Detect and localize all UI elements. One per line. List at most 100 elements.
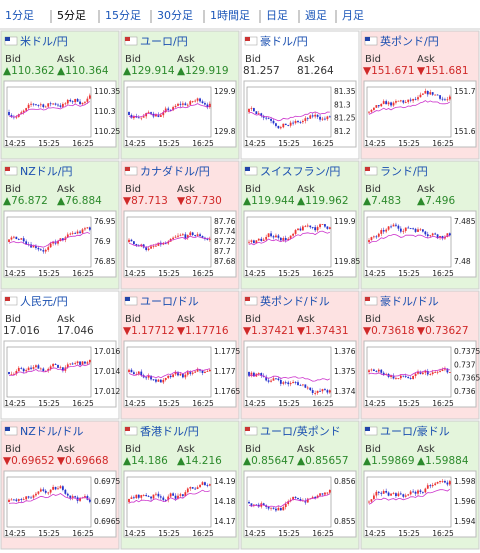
candle-body	[30, 103, 32, 105]
candle-body	[54, 103, 57, 105]
candle-body	[69, 363, 72, 365]
flag-mark	[245, 37, 250, 41]
price-tick: 1.1775	[214, 347, 240, 356]
bid-value: ▲7.483	[363, 195, 401, 207]
bid-value: ▼0.69652	[3, 455, 55, 467]
ask-value: ▲1.59884	[417, 455, 469, 467]
timeframe-tab[interactable]: 1分足	[5, 9, 34, 22]
time-tick: 14:25	[244, 269, 266, 278]
candle-body	[426, 485, 429, 489]
candle-body	[328, 390, 331, 393]
candle-body	[184, 374, 187, 378]
timeframe-tab[interactable]: 30分足	[157, 9, 193, 22]
price-tick: 81.3	[334, 100, 351, 109]
ask-value: ▲7.496	[417, 195, 455, 207]
ask-label: Ask	[417, 54, 435, 65]
candle-body	[324, 492, 326, 495]
price-tick: 1.1765	[214, 387, 240, 396]
candle-body	[81, 229, 84, 233]
ask-value: ▼0.69668	[57, 455, 109, 467]
time-tick: 15:25	[158, 269, 180, 278]
candle-body	[179, 374, 182, 376]
pair-name[interactable]: 豪ドル/円	[260, 34, 308, 48]
price-tick: 129.8	[214, 127, 236, 136]
candle-body	[169, 493, 172, 497]
candle-body	[321, 389, 324, 392]
pair-name[interactable]: 香港ドル/円	[140, 425, 199, 438]
plot-area	[6, 476, 92, 528]
candle-body	[299, 122, 302, 123]
timeframe-tab[interactable]: 月足	[342, 9, 364, 22]
pair-name[interactable]: ユーロ/豪ドル	[380, 424, 450, 438]
candle-body	[71, 232, 74, 234]
candle-body	[250, 108, 253, 109]
candle-body	[20, 238, 23, 240]
timeframe-tab[interactable]: 15分足	[105, 9, 141, 22]
candle-body	[282, 507, 285, 511]
pair-name[interactable]: ユーロ/円	[140, 35, 188, 48]
pair-name[interactable]: ユーロ/英ポンド	[260, 424, 341, 438]
moving-average	[368, 367, 450, 377]
candle-body	[368, 501, 370, 503]
candle-body	[13, 373, 15, 375]
ask-label: Ask	[57, 54, 75, 65]
candle-body	[284, 238, 287, 241]
pair-name[interactable]: カナダドル/円	[140, 164, 210, 178]
time-tick: 14:25	[4, 399, 26, 408]
timeframe-tab[interactable]: 週足	[305, 9, 327, 22]
flag-mark	[365, 167, 370, 171]
candle-body	[439, 481, 441, 483]
chart-box	[3, 470, 117, 538]
candle-body	[204, 371, 206, 373]
candle-body	[314, 393, 317, 394]
pair-name[interactable]: 人民元/円	[20, 295, 68, 308]
price-tick: 0.697	[94, 497, 116, 506]
time-tick: 14:25	[124, 399, 146, 408]
pair-name[interactable]: スイスフラン/円	[260, 165, 340, 178]
candle-body	[419, 490, 422, 492]
time-tick: 14:25	[364, 399, 386, 408]
candle-body	[189, 487, 192, 489]
timeframe-tab[interactable]: 1時間足	[210, 9, 250, 22]
candle-body	[382, 230, 385, 232]
candle-body	[284, 382, 287, 384]
pair-name[interactable]: ユーロ/ドル	[140, 295, 199, 308]
candle-body	[184, 234, 187, 239]
pair-name[interactable]: 英ポンド/円	[380, 34, 439, 48]
pair-name[interactable]: NZドル/円	[20, 165, 72, 178]
candle-body	[157, 493, 160, 497]
candle-body	[194, 371, 197, 373]
candle-body	[76, 497, 79, 501]
candle-body	[186, 372, 189, 375]
pair-name[interactable]: NZドル/ドル	[20, 425, 83, 438]
chart-box	[123, 470, 237, 538]
ask-label: Ask	[177, 444, 195, 455]
moving-average	[8, 363, 91, 376]
candle-body	[448, 481, 451, 485]
pair-name[interactable]: 米ドル/円	[20, 35, 68, 48]
candle-body	[164, 377, 167, 380]
time-tick: 15:25	[38, 399, 60, 408]
candle-body	[311, 115, 314, 117]
candle-body	[326, 116, 329, 120]
candle-body	[133, 241, 135, 245]
plot-area	[126, 216, 212, 268]
chart-box	[123, 210, 237, 278]
candle-body	[84, 101, 86, 103]
candle-body	[434, 94, 437, 96]
pair-name[interactable]: 豪ドル/ドル	[380, 294, 439, 308]
candle-body	[297, 121, 299, 123]
timeframe-tab[interactable]: 日足	[266, 9, 288, 22]
candle-body	[277, 125, 280, 129]
pair-name[interactable]: 英ポンド/ドル	[260, 294, 330, 308]
candle-body	[287, 501, 290, 504]
candle-body	[79, 101, 81, 105]
candle-body	[35, 365, 37, 368]
candle-body	[66, 234, 69, 238]
time-tick: 15:25	[398, 399, 420, 408]
pair-name[interactable]: ランド/円	[380, 165, 428, 178]
time-tick: 14:25	[124, 529, 146, 538]
candle-body	[15, 236, 18, 240]
ask-label: Ask	[57, 184, 75, 195]
candle-body	[282, 238, 285, 241]
